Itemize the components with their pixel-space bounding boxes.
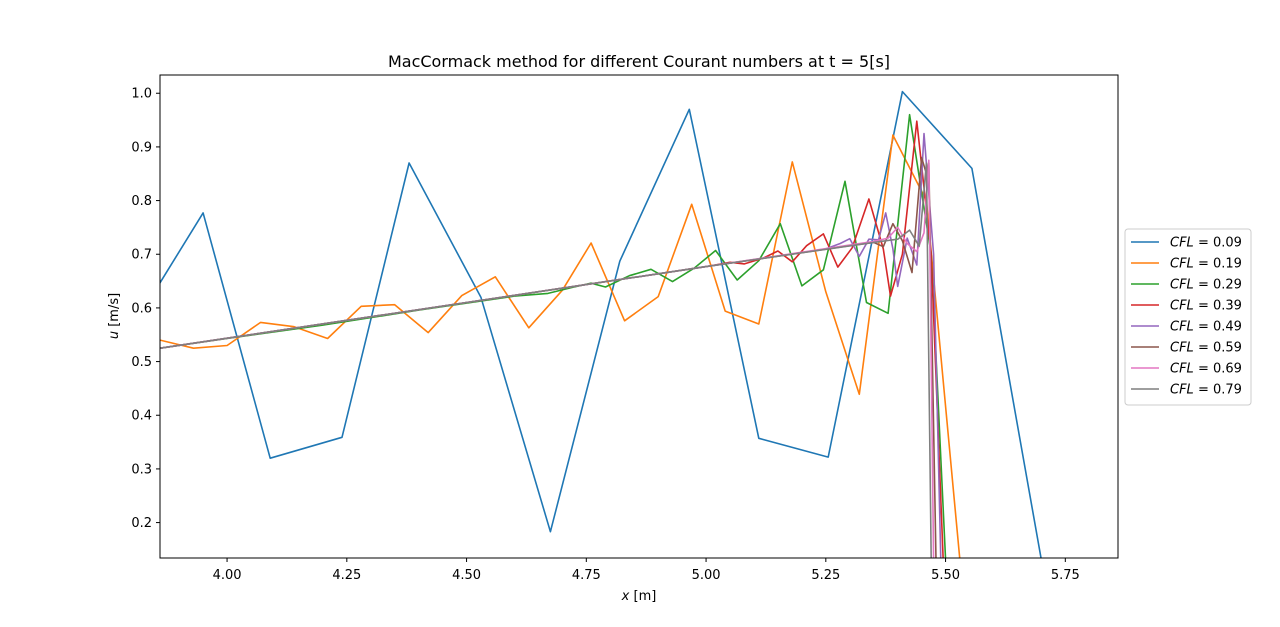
y-axis-var: u xyxy=(107,331,122,339)
legend-equals: = xyxy=(1194,362,1213,377)
x-axis-unit: [m] xyxy=(629,589,656,604)
legend-equals: = xyxy=(1194,278,1213,293)
legend-entry-label: CFL = 0.79 xyxy=(1170,383,1242,398)
y-axis-label: u [m/s] xyxy=(107,293,122,339)
legend-entry-label: CFL = 0.69 xyxy=(1170,362,1242,377)
legend-var: CFL xyxy=(1170,236,1194,251)
series-line-cfl-0-59 xyxy=(160,156,937,558)
legend-var: CFL xyxy=(1170,278,1194,293)
legend-value: 0.09 xyxy=(1213,236,1242,251)
legend-entry-label: CFL = 0.59 xyxy=(1170,341,1242,356)
plot-area-frame xyxy=(159,74,1119,559)
y-tick-label: 0.8 xyxy=(131,194,152,209)
legend-value: 0.39 xyxy=(1213,299,1242,314)
legend-var: CFL xyxy=(1170,383,1194,398)
x-axis-label: x [m] xyxy=(621,589,657,604)
legend-equals: = xyxy=(1194,341,1213,356)
legend-frame xyxy=(1124,228,1252,406)
x-tick-label: 5.50 xyxy=(931,568,960,583)
series-line-cfl-0-49 xyxy=(160,132,942,558)
chart-title: MacCormack method for different Courant … xyxy=(388,52,890,71)
x-tick-label: 5.75 xyxy=(1051,568,1080,583)
series-layer xyxy=(160,90,1042,558)
legend-equals: = xyxy=(1194,236,1213,251)
x-tick-label: 5.25 xyxy=(811,568,840,583)
y-tick-label: 0.9 xyxy=(131,140,152,155)
legend-var: CFL xyxy=(1170,320,1194,335)
legend-entry-label: CFL = 0.39 xyxy=(1170,299,1242,314)
x-tick-label: 4.00 xyxy=(213,568,242,583)
y-axis: 0.2 0.3 0.4 0.5 0.6 0.7 0.8 0.9 1.0 xyxy=(131,87,160,531)
legend-var: CFL xyxy=(1170,257,1194,272)
series-line-cfl-0-39 xyxy=(160,120,944,558)
legend-value: 0.59 xyxy=(1213,341,1242,356)
x-axis-var: x xyxy=(621,589,630,604)
x-tick-label: 5.00 xyxy=(692,568,721,583)
y-tick-label: 0.7 xyxy=(131,248,152,263)
y-tick-label: 0.4 xyxy=(131,409,152,424)
legend-entry-label: CFL = 0.29 xyxy=(1170,278,1242,293)
x-tick-label: 4.75 xyxy=(572,568,601,583)
legend-value: 0.19 xyxy=(1213,257,1242,272)
legend-value: 0.69 xyxy=(1213,362,1242,377)
legend-entry-label: CFL = 0.09 xyxy=(1170,236,1242,251)
legend-equals: = xyxy=(1194,257,1213,272)
legend-var: CFL xyxy=(1170,299,1194,314)
legend-equals: = xyxy=(1194,320,1213,335)
y-tick-label: 0.3 xyxy=(131,462,152,477)
x-tick-label: 4.25 xyxy=(332,568,361,583)
legend-value: 0.49 xyxy=(1213,320,1242,335)
series-line-cfl-0-69 xyxy=(160,159,935,558)
y-axis-unit: [m/s] xyxy=(107,293,122,331)
legend-value: 0.29 xyxy=(1213,278,1242,293)
y-tick-label: 0.2 xyxy=(131,516,152,531)
legend-entry-label: CFL = 0.49 xyxy=(1170,320,1242,335)
legend-entry-label: CFL = 0.19 xyxy=(1170,257,1242,272)
legend-var: CFL xyxy=(1170,341,1194,356)
x-axis: 4.00 4.25 4.50 4.75 5.00 5.25 5.50 5.75 xyxy=(213,558,1080,583)
legend-var: CFL xyxy=(1170,362,1194,377)
series-line-cfl-0-79 xyxy=(160,162,932,558)
legend-equals: = xyxy=(1194,383,1213,398)
y-tick-label: 0.5 xyxy=(131,355,152,370)
series-line-cfl-0-29 xyxy=(160,113,947,558)
legend-equals: = xyxy=(1194,299,1213,314)
legend-value: 0.79 xyxy=(1213,383,1242,398)
y-tick-label: 1.0 xyxy=(131,87,152,102)
x-tick-label: 4.50 xyxy=(452,568,481,583)
y-tick-label: 0.6 xyxy=(131,301,152,316)
